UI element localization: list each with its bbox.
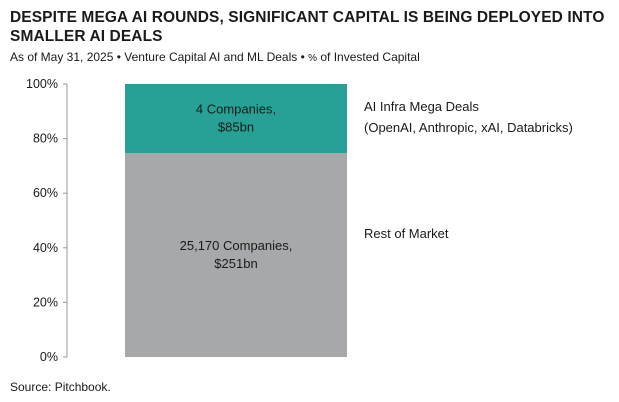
ai-infra-mega-deals-segment [125,84,347,154]
segment-annotations: Rest of Market AI Infra Mega Deals (OpenAI… [364,99,573,241]
y-tick-label: 60% [33,186,58,200]
subtitle-suffix: of Invested Capital [317,50,420,64]
y-axis: 0% 20% 40% 60% 80% 100% [26,77,68,364]
y-tick-label: 40% [33,241,58,255]
y-tick-label: 20% [33,295,58,309]
y-tick-label: 0% [40,350,58,364]
source-note: Source: Pitchbook. [10,380,111,394]
subtitle-pct-symbol: % [308,53,318,64]
series-annotation-label: (OpenAI, Anthropic, xAI, Databricks) [364,120,573,135]
rest-of-market-segment [125,153,347,357]
bar-data-label: $85bn [218,120,254,135]
subtitle-prefix: As of May 31, 2025 • Venture Capital AI … [10,50,309,64]
chart-title: DESPITE MEGA AI ROUNDS, SIGNIFICANT CAPI… [10,9,605,45]
bar-stack [125,84,347,357]
y-tick-label: 80% [33,132,58,146]
y-tick-label: 100% [26,77,58,91]
series-annotation-label: Rest of Market [364,226,449,241]
chart-subtitle: As of May 31, 2025 • Venture Capital AI … [10,50,420,64]
bar-labels: 25,170 Companies, $251bn 4 Companies, $85bn [180,102,293,271]
bar-data-label: 4 Companies, [196,102,276,117]
bar-data-label: $251bn [214,256,257,271]
series-annotation-label: AI Infra Mega Deals [364,99,479,114]
bar-data-label: 25,170 Companies, [180,238,293,253]
